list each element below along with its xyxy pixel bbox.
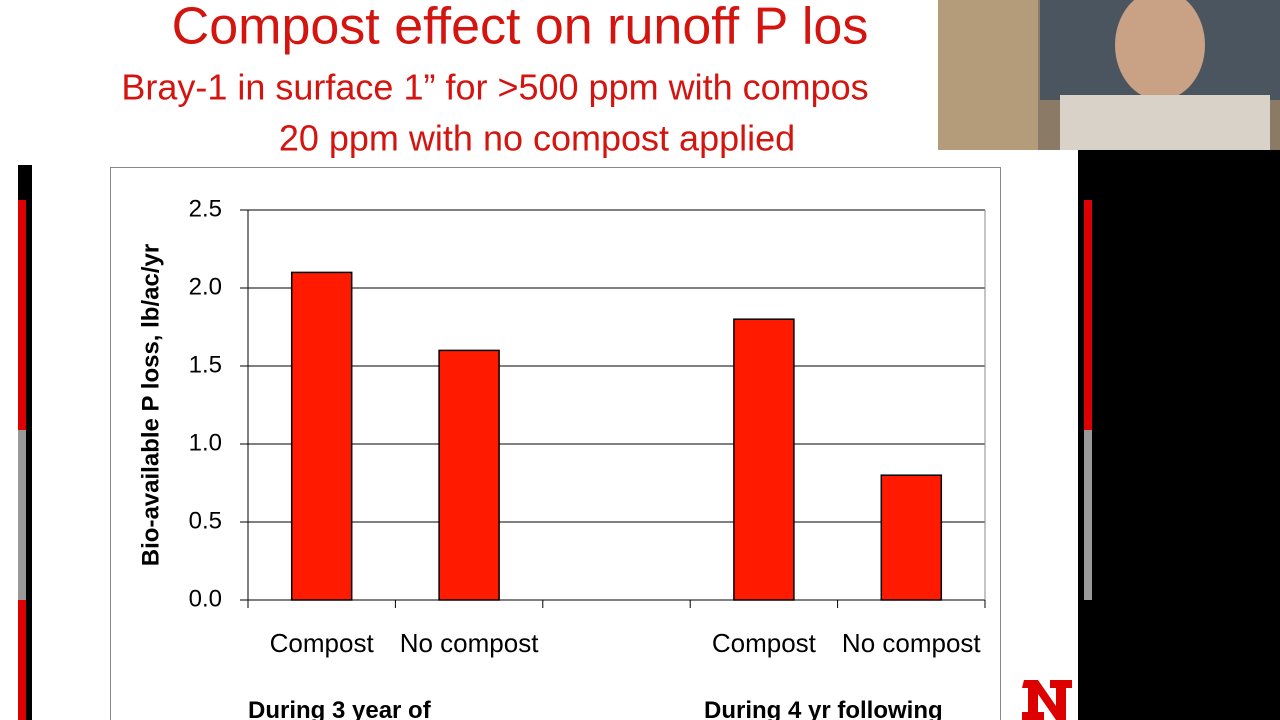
bar (290, 271, 353, 601)
y-tick-label: 1.0 (189, 429, 222, 456)
group-label: During 3 year of (248, 697, 431, 720)
y-tick-label: 1.5 (189, 351, 222, 378)
slide-subtitle: Bray-1 in surface 1” for >500 ppm with c… (121, 67, 868, 108)
x-tick-label: No compost (399, 628, 539, 658)
bar (438, 349, 500, 601)
logo-n (1022, 680, 1072, 720)
x-tick-label: No compost (841, 628, 981, 658)
y-tick-label: 0.0 (189, 585, 222, 612)
y-tick-label: 2.5 (189, 195, 222, 222)
webcam (938, 0, 1280, 150)
logo (1020, 678, 1078, 720)
group-label: During 4 yr following (704, 697, 943, 720)
webcam-shelf (938, 0, 1038, 150)
right-stripe (1084, 200, 1092, 430)
y-tick-label: 2.0 (189, 273, 222, 300)
bar (733, 318, 795, 601)
webcam-face (1115, 0, 1205, 100)
webcam-shirt (1060, 95, 1270, 150)
left-stripe (18, 200, 26, 430)
slide-subtitle: 20 ppm with no compost applied (279, 118, 795, 159)
left-stripe (18, 430, 26, 600)
y-tick-label: 0.5 (189, 507, 222, 534)
bar (880, 474, 943, 601)
x-tick-label: Compost (269, 628, 374, 658)
left-stripe (18, 600, 26, 720)
slide-title: Compost effect on runoff P los (172, 0, 869, 56)
y-axis-label: Bio-available P loss, lb/ac/yr (137, 244, 164, 566)
black-panel (1098, 150, 1280, 720)
x-tick-label: Compost (711, 628, 816, 658)
right-stripe (1084, 430, 1092, 600)
